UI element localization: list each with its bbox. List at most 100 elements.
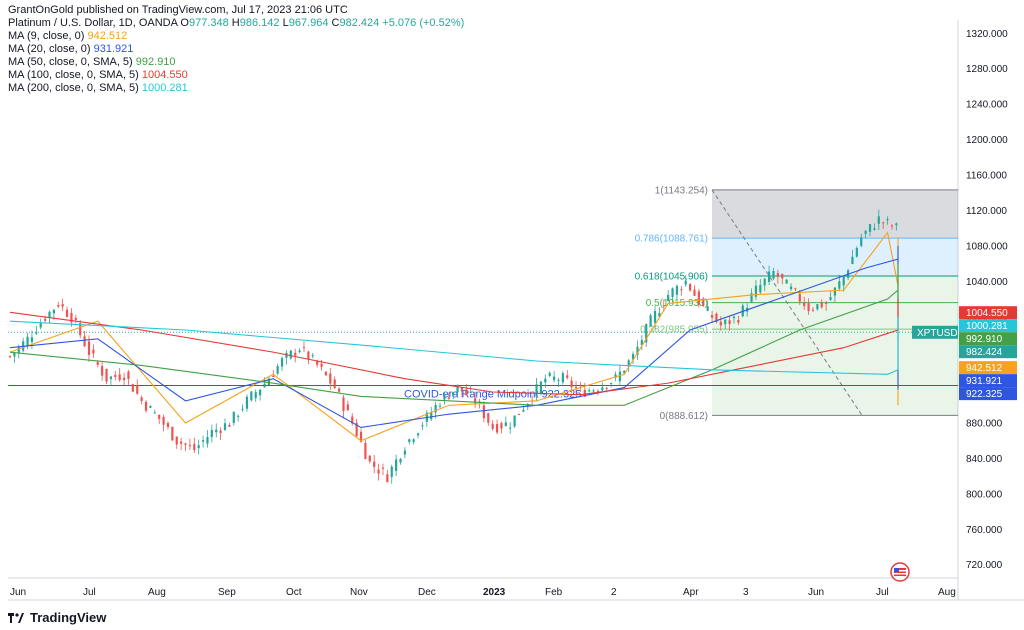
candle-body xyxy=(794,288,797,290)
symbol-tag-label: XPTUSD xyxy=(917,328,958,339)
x-tick-label: Jun xyxy=(10,587,26,598)
x-tick-label: Nov xyxy=(350,587,368,598)
candle-body xyxy=(539,381,543,394)
candle-body xyxy=(267,378,270,386)
ma-legend: MA (9, close, 0) 942.512 MA (20, close, … xyxy=(8,30,464,95)
candle-body xyxy=(254,392,257,399)
candle-body xyxy=(759,284,762,293)
candle-body xyxy=(627,360,630,367)
candle-body xyxy=(70,312,73,323)
y-tick-label: 1200.000 xyxy=(966,135,1008,146)
candle-body xyxy=(74,317,77,320)
candle-body xyxy=(105,368,108,382)
candle-body xyxy=(122,377,126,381)
candle-body xyxy=(552,376,556,381)
ma-legend-row[interactable]: MA (200, close, 0, SMA, 5) 1000.281 xyxy=(8,82,188,94)
candle-body xyxy=(592,390,595,392)
fib-zone-786 xyxy=(712,238,958,277)
price-tag-label: 1004.550 xyxy=(966,308,1008,319)
candle-body xyxy=(460,387,464,392)
brand-name: TradingView xyxy=(30,610,107,625)
candle-body xyxy=(605,387,608,389)
candle-body xyxy=(416,433,420,436)
x-tick-label: 2 xyxy=(611,587,617,598)
x-tick-label: Oct xyxy=(286,587,302,598)
price-tag xyxy=(959,332,1017,346)
x-tick-label: Sep xyxy=(218,587,236,598)
candle-body xyxy=(219,430,222,433)
price-tag xyxy=(959,361,1017,375)
candle-body xyxy=(737,320,740,323)
us-flag-icon-stripes xyxy=(894,568,906,576)
candle-body xyxy=(447,397,450,400)
price-tag-label: 1000.281 xyxy=(966,321,1008,332)
y-tick-label: 1320.000 xyxy=(966,29,1008,40)
y-tick-label: 840.000 xyxy=(966,454,1003,465)
ma-legend-row[interactable]: MA (100, close, 0, SMA, 5) 1004.550 xyxy=(8,69,188,81)
price-tag-label: 982.424 xyxy=(966,347,1003,358)
price-tag-label: 922.325 xyxy=(966,389,1003,400)
candle-body xyxy=(237,415,240,417)
candle-body xyxy=(820,302,823,308)
fib-zone-top xyxy=(712,189,958,239)
candle-body xyxy=(522,409,525,412)
candle-body xyxy=(754,285,758,297)
candle-body xyxy=(65,309,69,317)
candle-body xyxy=(26,336,29,346)
candle-body xyxy=(710,315,714,318)
candle-body xyxy=(386,474,389,483)
candle-body xyxy=(241,408,244,410)
candle-body xyxy=(680,289,683,291)
price-tag-label: 931.921 xyxy=(966,376,1003,387)
candle-body xyxy=(636,346,639,355)
fib-level-label: 0.618(1045.906) xyxy=(635,272,708,283)
candle-body xyxy=(298,350,301,353)
ma-legend-row[interactable]: MA (50, close, 0, SMA, 5) 992.910 xyxy=(8,56,176,68)
candle-body xyxy=(280,358,284,367)
candle-body xyxy=(653,310,657,323)
candle-body xyxy=(127,371,130,379)
candle-body xyxy=(92,349,95,354)
candle-body xyxy=(438,405,442,407)
candle-body xyxy=(373,461,376,468)
candle-body xyxy=(118,374,121,381)
candle-body xyxy=(610,383,613,385)
candle-body xyxy=(333,379,336,389)
candle-body xyxy=(311,355,314,357)
x-tick-label: 2023 xyxy=(483,587,506,598)
covid-midpoint-label: COVID-era Range Midpoint 922.325 xyxy=(404,389,581,401)
candle-body xyxy=(272,375,275,377)
candle-body xyxy=(807,303,810,312)
candle-body xyxy=(693,289,696,296)
candle-body xyxy=(728,320,731,324)
candle-body xyxy=(259,389,262,396)
candle-body xyxy=(842,276,845,286)
candle-body xyxy=(833,287,837,296)
candle-body xyxy=(544,378,547,383)
candle-body xyxy=(434,404,437,413)
candle-body xyxy=(381,467,385,469)
candle-body xyxy=(732,316,736,319)
candle-body xyxy=(487,413,490,423)
x-tick-label: 3 xyxy=(743,587,749,598)
y-tick-label: 1040.000 xyxy=(966,277,1008,288)
tradingview-logo-icon xyxy=(8,612,24,623)
candle-body xyxy=(144,401,148,411)
candle-body xyxy=(35,332,38,334)
candle-body xyxy=(667,294,670,301)
ma-legend-row[interactable]: MA (9, close, 0) 942.512 xyxy=(8,30,128,42)
candle-body xyxy=(346,404,349,411)
footer: TradingView xyxy=(8,610,106,625)
ma-legend-row[interactable]: MA (20, close, 0) 931.921 xyxy=(8,43,134,55)
candle-body xyxy=(276,366,279,374)
candle-body xyxy=(166,423,170,427)
x-tick-label: Jun xyxy=(808,587,824,598)
candle-body xyxy=(895,223,898,226)
candle-body xyxy=(763,278,766,286)
us-flag-icon xyxy=(890,562,910,582)
candle-body xyxy=(61,304,64,307)
candle-body xyxy=(351,416,354,424)
candle-body xyxy=(408,439,411,443)
candle-body xyxy=(180,441,183,444)
